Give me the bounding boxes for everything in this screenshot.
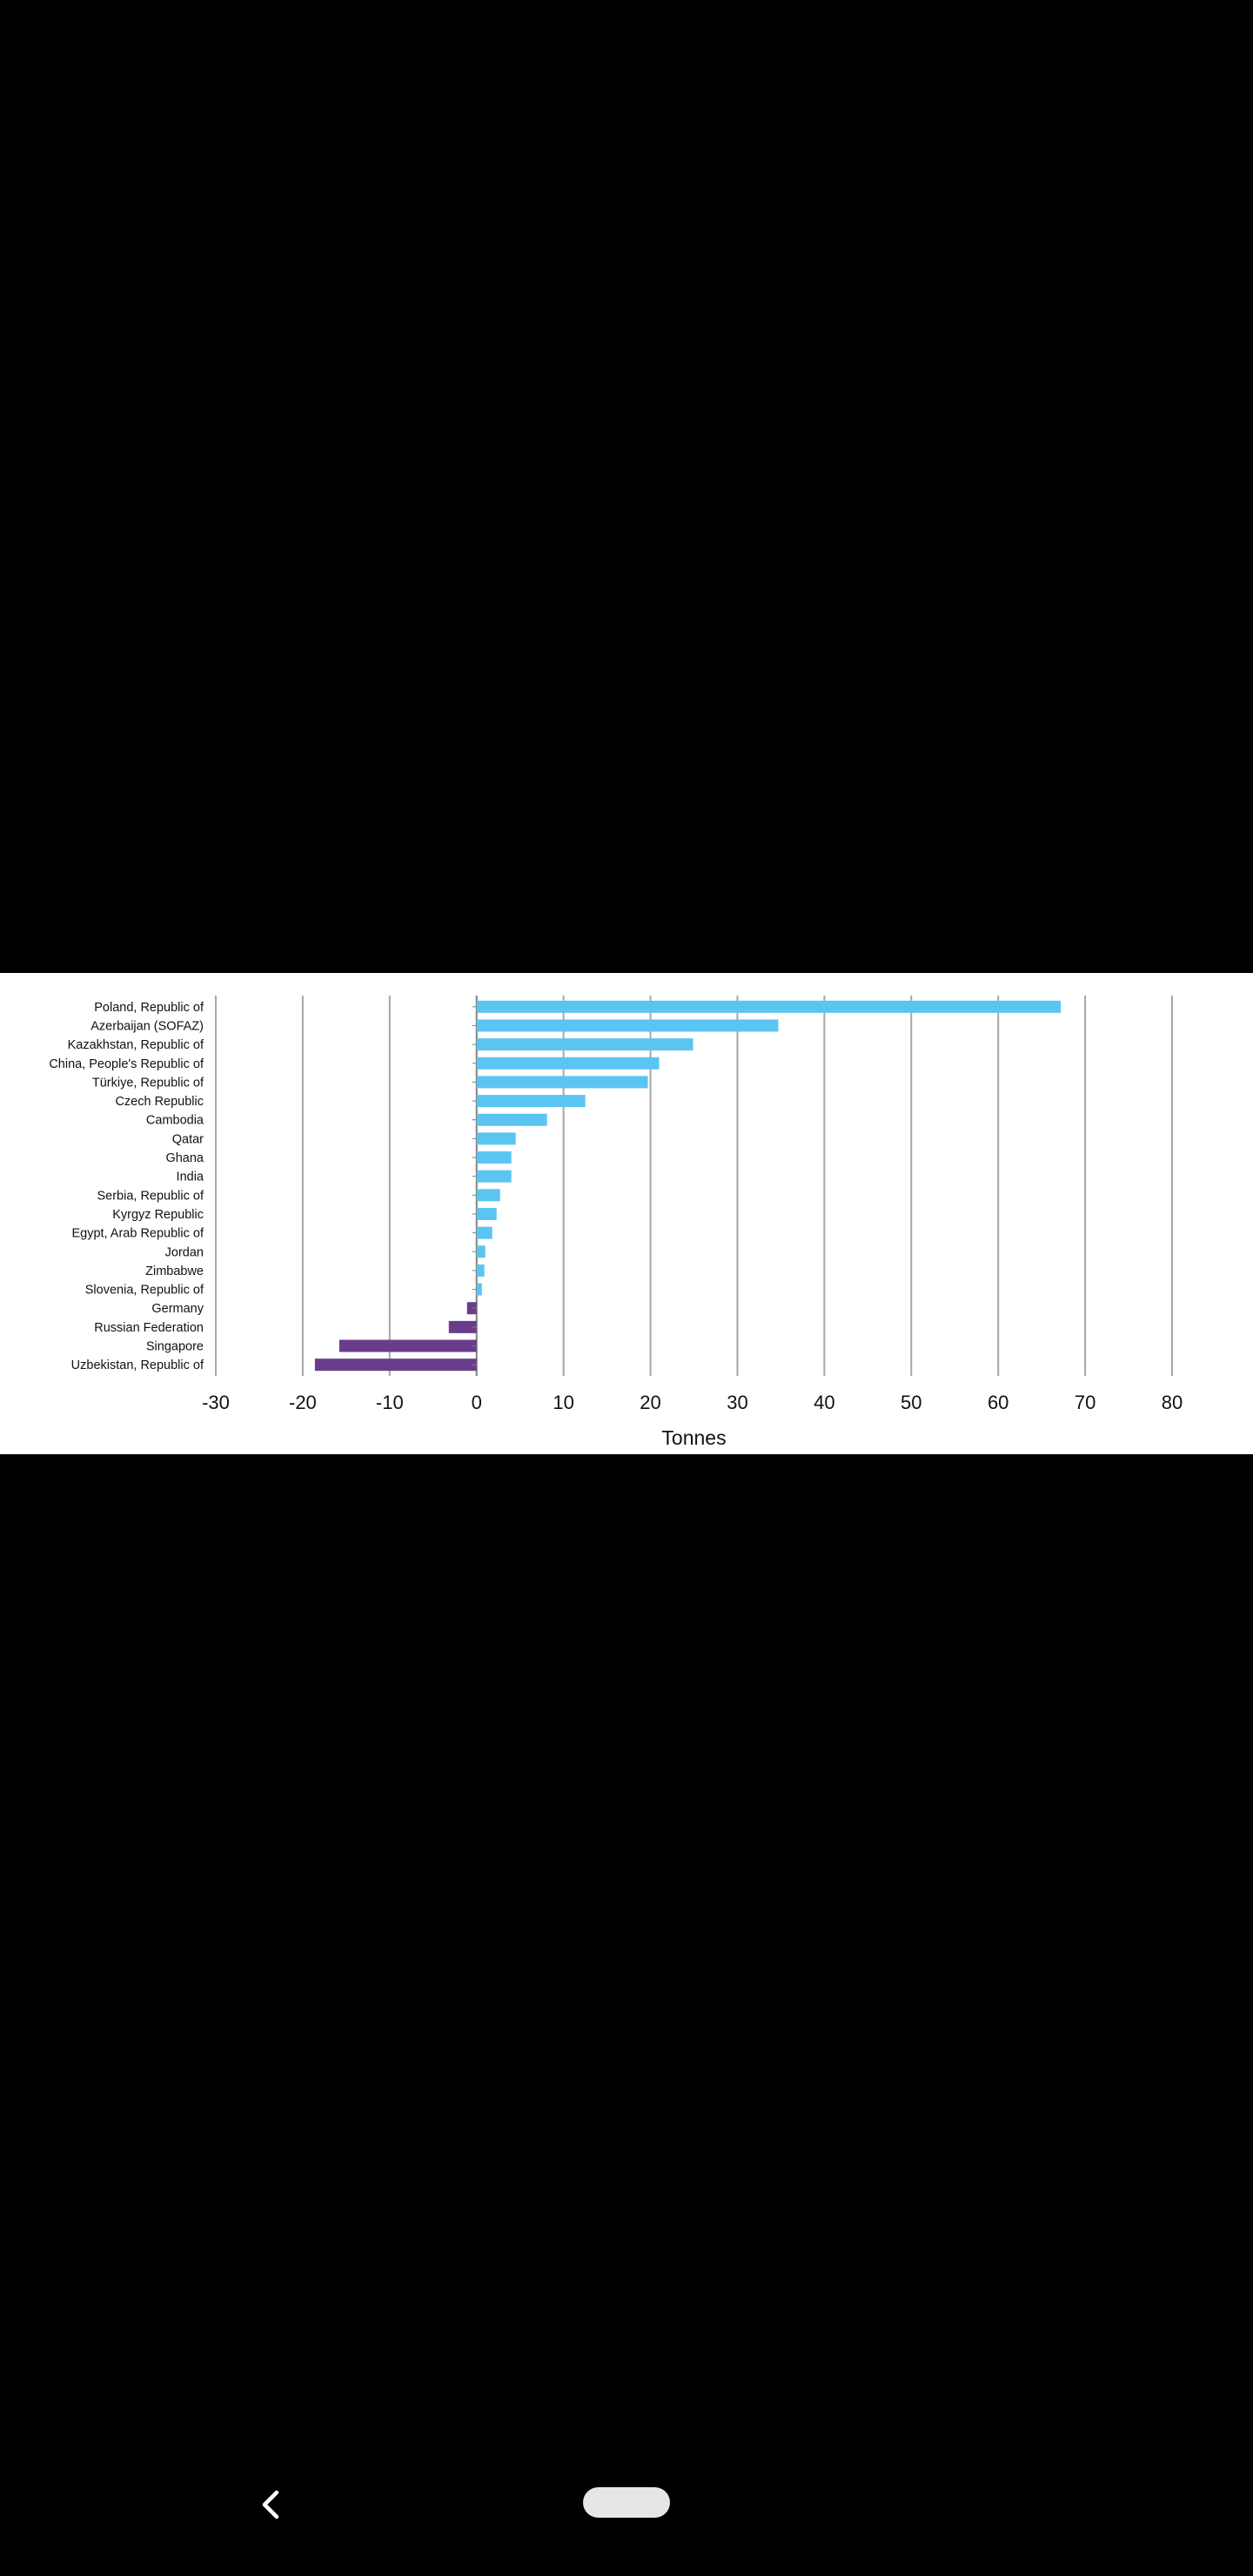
category-label: Jordan (165, 1245, 204, 1259)
x-tick-label: 30 (727, 1392, 747, 1413)
category-label: Cambodia (146, 1114, 204, 1128)
bar (338, 1339, 477, 1352)
bar (476, 1076, 648, 1089)
category-label: Qatar (172, 1132, 204, 1146)
bar (314, 1358, 477, 1372)
category-label: Poland, Republic of (94, 1001, 204, 1015)
bar (476, 1038, 694, 1051)
category-label: Czech Republic (115, 1095, 204, 1109)
bar (466, 1302, 477, 1315)
bar (476, 1095, 586, 1108)
chevron-left-icon[interactable] (254, 2487, 289, 2522)
bar (476, 1151, 512, 1164)
bar (476, 1264, 485, 1277)
x-tick-label: 10 (553, 1392, 573, 1413)
bar (476, 1207, 497, 1220)
bar (476, 1283, 482, 1296)
category-label: Türkiye, Republic of (92, 1076, 204, 1090)
category-label: Azerbaijan (SOFAZ) (90, 1019, 204, 1033)
x-tick-label: -30 (202, 1392, 230, 1413)
category-label: Singapore (146, 1340, 204, 1354)
category-label: Kyrgyz Republic (112, 1208, 204, 1222)
category-label: Uzbekistan, Republic of (71, 1358, 204, 1372)
category-label: Germany (151, 1302, 204, 1316)
x-tick-label: -10 (376, 1392, 404, 1413)
category-label: Russian Federation (94, 1321, 204, 1335)
bar (476, 1226, 492, 1239)
bar (476, 1189, 500, 1202)
chart-panel: Poland, Republic of Azerbaijan (SOFAZ) Kaz… (0, 973, 1253, 1454)
category-label: China, People's Republic of (49, 1057, 204, 1071)
x-tick-label: 50 (901, 1392, 921, 1413)
home-pill-icon[interactable] (583, 2487, 670, 2518)
bar (476, 1000, 1062, 1013)
category-label: India (177, 1171, 204, 1184)
x-tick-label: 80 (1162, 1392, 1183, 1413)
bar (476, 1170, 512, 1183)
bar (476, 1057, 660, 1070)
bar (476, 1019, 779, 1032)
bar (476, 1245, 486, 1258)
bar (476, 1113, 547, 1126)
bar-chart: Poland, Republic of Azerbaijan (SOFAZ) Kaz… (49, 996, 1183, 1449)
x-tick-label: 40 (814, 1392, 834, 1413)
x-tick-label: 0 (472, 1392, 482, 1413)
x-tick-label: 70 (1075, 1392, 1096, 1413)
bar (448, 1320, 477, 1333)
x-axis-label: Tonnes (661, 1426, 726, 1449)
category-label: Ghana (165, 1151, 204, 1165)
x-tick-label: -20 (289, 1392, 317, 1413)
bar (476, 1132, 516, 1145)
category-label: Serbia, Republic of (97, 1189, 204, 1203)
x-tick-label: 60 (988, 1392, 1008, 1413)
x-tick-label: 20 (640, 1392, 660, 1413)
category-label: Slovenia, Republic of (85, 1284, 204, 1298)
category-label: Kazakhstan, Republic of (68, 1038, 204, 1052)
category-label: Zimbabwe (145, 1265, 204, 1278)
category-label: Egypt, Arab Republic of (71, 1227, 204, 1241)
